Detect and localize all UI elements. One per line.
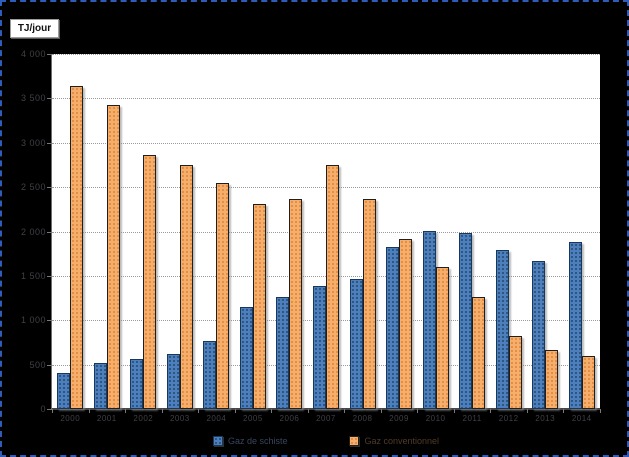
x-axis-label: 2010 <box>425 414 446 423</box>
bar-gaz-conventionnel <box>435 267 449 409</box>
bar-gaz-de-schiste <box>495 250 509 409</box>
gridline <box>52 142 600 144</box>
x-axis-tick <box>271 409 273 413</box>
y-axis-label: 1 000 <box>20 315 46 326</box>
legend-swatch-orange <box>349 436 360 446</box>
x-axis-label: 2002 <box>133 414 154 423</box>
x-axis-label: 2005 <box>243 414 263 423</box>
x-axis-tick <box>526 409 528 413</box>
x-axis-tick <box>88 409 90 413</box>
y-axis-label: 1 500 <box>20 270 46 281</box>
x-axis-label: 2007 <box>316 414 336 423</box>
y-axis-tick <box>47 231 52 233</box>
bar-gaz-conventionnel <box>508 336 522 409</box>
bar-gaz-conventionnel <box>399 239 413 409</box>
x-axis-label: 2009 <box>389 414 409 423</box>
x-axis-tick <box>161 409 163 413</box>
x-axis-tick <box>490 409 492 413</box>
unit-label: TJ/jour <box>17 23 52 34</box>
y-axis-tick <box>47 409 52 410</box>
x-axis-tick <box>125 409 127 413</box>
x-axis-tick <box>453 409 455 413</box>
y-axis-label: 2 000 <box>20 226 46 237</box>
bar-gaz-de-schiste <box>349 279 363 409</box>
y-axis-label: 500 <box>29 359 46 370</box>
y-axis-tick <box>47 98 52 100</box>
bar-gaz-de-schiste <box>276 297 290 409</box>
bar-gaz-de-schiste <box>203 341 217 409</box>
x-axis-tick <box>344 409 346 413</box>
legend-swatch-blue <box>212 436 223 446</box>
bar-gaz-de-schiste <box>166 354 180 409</box>
bar-gaz-conventionnel <box>143 155 157 409</box>
x-axis-label: 2011 <box>462 414 482 423</box>
x-axis-tick <box>234 409 236 413</box>
bar-gaz-conventionnel <box>179 165 193 409</box>
bar-gaz-de-schiste <box>93 363 107 409</box>
bar-gaz-de-schiste <box>239 307 253 409</box>
x-axis-label: 2013 <box>535 414 556 423</box>
legend-item-gaz-de-schiste: Gaz de schiste <box>212 436 288 446</box>
y-axis-tick <box>47 364 52 366</box>
x-axis-label: 2008 <box>352 414 373 423</box>
x-axis-tick <box>600 409 601 413</box>
bar-gaz-conventionnel <box>326 165 339 409</box>
chart-legend: Gaz de schiste Gaz conventionnel <box>52 432 600 450</box>
x-axis-line <box>52 408 600 410</box>
unit-label-box: TJ/jour <box>10 19 59 38</box>
y-axis-tick <box>47 275 52 277</box>
x-axis-tick <box>563 409 565 413</box>
legend-label-gaz-conventionnel: Gaz conventionnel <box>364 436 440 446</box>
legend-item-gaz-conventionnel: Gaz conventionnel <box>349 436 439 446</box>
y-axis-tick <box>47 54 52 55</box>
bar-gaz-conventionnel <box>216 183 230 409</box>
bar-gaz-de-schiste <box>422 231 436 409</box>
y-axis-tick <box>47 320 52 322</box>
x-axis-label: 2000 <box>60 414 81 423</box>
bar-gaz-conventionnel <box>545 350 559 409</box>
bar-gaz-de-schiste <box>459 233 473 409</box>
x-axis-tick <box>198 409 200 413</box>
bar-gaz-conventionnel <box>362 199 376 409</box>
bar-gaz-de-schiste <box>532 261 546 409</box>
x-axis-tick <box>380 409 382 413</box>
x-axis-label: 2006 <box>279 414 300 423</box>
x-axis-label: 2003 <box>169 414 190 423</box>
x-axis-label: 2014 <box>571 414 592 423</box>
bar-gaz-de-schiste <box>130 359 144 409</box>
bar-gaz-conventionnel <box>472 297 486 409</box>
gridline <box>52 54 600 55</box>
x-axis-label: 2012 <box>498 414 519 423</box>
x-axis-tick <box>307 409 309 413</box>
bar-gaz-conventionnel <box>289 199 303 409</box>
gridline <box>52 98 600 100</box>
bar-gaz-de-schiste <box>57 373 71 409</box>
x-axis-label: 2004 <box>206 414 227 423</box>
y-axis-label: 3 500 <box>20 93 46 104</box>
y-axis-label: 4 000 <box>20 49 46 59</box>
y-axis-tick <box>47 187 52 189</box>
x-axis-tick <box>52 409 53 413</box>
bar-gaz-de-schiste <box>568 242 582 409</box>
y-axis-label: 0 <box>40 404 46 414</box>
bar-gaz-conventionnel <box>581 356 595 409</box>
bar-gaz-conventionnel <box>252 204 266 409</box>
bar-gaz-de-schiste <box>313 286 326 409</box>
x-axis-tick <box>417 409 419 413</box>
x-axis-label: 2001 <box>96 414 117 423</box>
y-axis-tick <box>47 142 52 144</box>
bar-gaz-conventionnel <box>70 86 84 409</box>
bar-gaz-de-schiste <box>386 247 400 409</box>
bar-gaz-conventionnel <box>106 105 120 409</box>
y-axis-label: 2 500 <box>20 182 46 193</box>
plot-area <box>51 54 600 410</box>
legend-label-gaz-de-schiste: Gaz de schiste <box>227 436 288 446</box>
y-axis-label: 3 000 <box>20 137 46 148</box>
